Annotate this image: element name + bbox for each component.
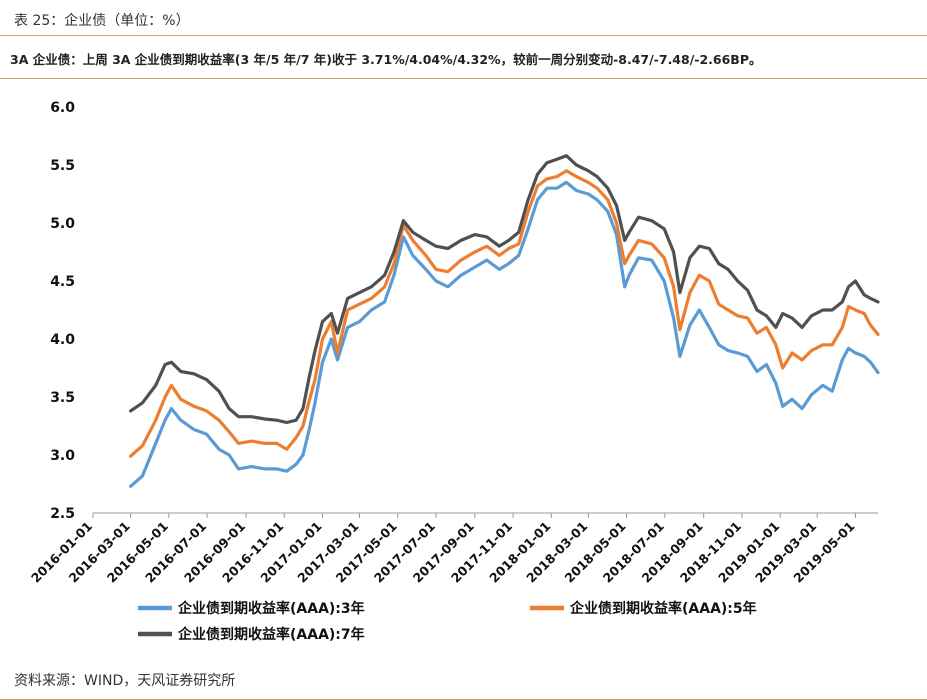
series-line-1 <box>129 180 880 488</box>
y-tick-label: 6.0 <box>50 100 75 116</box>
source-text: 资料来源：WIND，天风证券研究所 <box>14 673 236 689</box>
summary-bar: 3A 企业债：上周 3A 企业债到期收益率(3 年/5 年/7 年)收于 3.7… <box>0 37 927 79</box>
y-tick-label: 3.5 <box>50 390 75 406</box>
chart-axes: 6.05.55.04.54.03.53.02.52016-01-012016-0… <box>28 100 878 586</box>
y-tick-label: 5.0 <box>50 216 75 232</box>
legend-label-2: 企业债到期收益率(AAA):5年 <box>569 600 757 617</box>
series-line-3 <box>129 154 880 425</box>
legend-label-3: 企业债到期收益率(AAA):7年 <box>177 626 365 643</box>
y-tick-label: 3.0 <box>50 448 75 464</box>
figure-caption: 表 25：企业债（单位：%） <box>0 0 927 36</box>
series-line-2 <box>129 169 880 458</box>
yield-line-chart: 6.05.55.04.54.03.53.02.52016-01-012016-0… <box>28 100 880 643</box>
chart-series <box>129 154 880 488</box>
summary-text: 3A 企业债：上周 3A 企业债到期收益率(3 年/5 年/7 年)收于 3.7… <box>10 52 762 67</box>
y-tick-label: 2.5 <box>50 506 75 522</box>
y-tick-label: 4.0 <box>50 332 75 348</box>
legend-label-1: 企业债到期收益率(AAA):3年 <box>177 600 365 617</box>
caption-text: 表 25：企业债（单位：%） <box>14 13 190 29</box>
y-tick-label: 5.5 <box>50 158 75 174</box>
chart-legend: 企业债到期收益率(AAA):3年 企业债到期收益率(AAA):5年企业债到期收益率… <box>138 600 757 643</box>
y-tick-label: 4.5 <box>50 274 75 290</box>
source-note: 资料来源：WIND，天风证券研究所 <box>0 666 927 700</box>
